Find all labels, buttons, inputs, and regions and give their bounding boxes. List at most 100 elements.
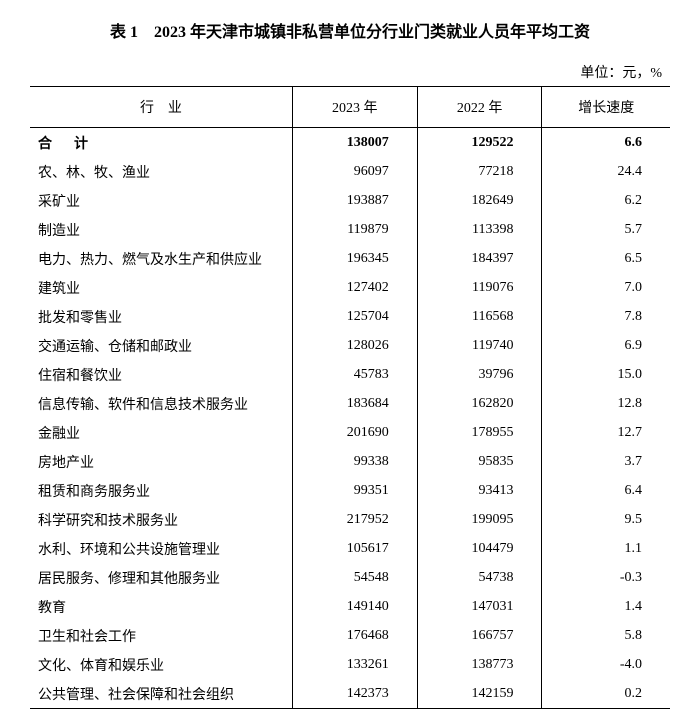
value-2023-cell: 127402: [292, 273, 417, 302]
industry-cell: 金融业: [30, 418, 292, 447]
industry-cell: 采矿业: [30, 186, 292, 215]
table-row: 卫生和社会工作1764681667575.8: [30, 621, 670, 650]
total-row: 合 计1380071295226.6: [30, 128, 670, 158]
col-header-growth: 增长速度: [542, 87, 670, 128]
wage-table: 行 业 2023 年 2022 年 增长速度 合 计1380071295226.…: [30, 86, 670, 709]
growth-cell: 6.4: [542, 476, 670, 505]
value-2022-cell: 93413: [417, 476, 542, 505]
value-2022-cell: 129522: [417, 128, 542, 158]
value-2023-cell: 183684: [292, 389, 417, 418]
value-2022-cell: 77218: [417, 157, 542, 186]
table-row: 教育1491401470311.4: [30, 592, 670, 621]
value-2022-cell: 162820: [417, 389, 542, 418]
table-row: 批发和零售业1257041165687.8: [30, 302, 670, 331]
growth-cell: 5.8: [542, 621, 670, 650]
value-2022-cell: 116568: [417, 302, 542, 331]
table-row: 公共管理、社会保障和社会组织1423731421590.2: [30, 679, 670, 709]
value-2022-cell: 184397: [417, 244, 542, 273]
industry-cell: 教育: [30, 592, 292, 621]
value-2022-cell: 113398: [417, 215, 542, 244]
table-row: 科学研究和技术服务业2179521990959.5: [30, 505, 670, 534]
growth-cell: -4.0: [542, 650, 670, 679]
header-row: 行 业 2023 年 2022 年 增长速度: [30, 87, 670, 128]
value-2023-cell: 45783: [292, 360, 417, 389]
industry-cell: 租赁和商务服务业: [30, 476, 292, 505]
table-row: 制造业1198791133985.7: [30, 215, 670, 244]
industry-cell: 卫生和社会工作: [30, 621, 292, 650]
value-2023-cell: 119879: [292, 215, 417, 244]
unit-label: 单位：元，%: [30, 62, 670, 82]
industry-cell: 居民服务、修理和其他服务业: [30, 563, 292, 592]
industry-cell: 科学研究和技术服务业: [30, 505, 292, 534]
growth-cell: 1.4: [542, 592, 670, 621]
industry-cell: 信息传输、软件和信息技术服务业: [30, 389, 292, 418]
value-2022-cell: 39796: [417, 360, 542, 389]
table-row: 文化、体育和娱乐业133261138773-4.0: [30, 650, 670, 679]
table-row: 房地产业99338958353.7: [30, 447, 670, 476]
growth-cell: 6.5: [542, 244, 670, 273]
value-2023-cell: 217952: [292, 505, 417, 534]
value-2022-cell: 104479: [417, 534, 542, 563]
table-row: 电力、热力、燃气及水生产和供应业1963451843976.5: [30, 244, 670, 273]
value-2023-cell: 99338: [292, 447, 417, 476]
value-2022-cell: 199095: [417, 505, 542, 534]
growth-cell: 6.6: [542, 128, 670, 158]
growth-cell: 3.7: [542, 447, 670, 476]
col-header-2023: 2023 年: [292, 87, 417, 128]
growth-cell: 6.9: [542, 331, 670, 360]
industry-cell: 交通运输、仓储和邮政业: [30, 331, 292, 360]
growth-cell: 7.8: [542, 302, 670, 331]
value-2023-cell: 149140: [292, 592, 417, 621]
table-row: 建筑业1274021190767.0: [30, 273, 670, 302]
industry-cell: 文化、体育和娱乐业: [30, 650, 292, 679]
growth-cell: 1.1: [542, 534, 670, 563]
value-2022-cell: 95835: [417, 447, 542, 476]
value-2022-cell: 166757: [417, 621, 542, 650]
value-2022-cell: 119076: [417, 273, 542, 302]
value-2022-cell: 54738: [417, 563, 542, 592]
col-header-industry: 行 业: [30, 87, 292, 128]
growth-cell: 0.2: [542, 679, 670, 709]
growth-cell: 7.0: [542, 273, 670, 302]
growth-cell: 12.7: [542, 418, 670, 447]
growth-cell: 15.0: [542, 360, 670, 389]
value-2023-cell: 99351: [292, 476, 417, 505]
value-2022-cell: 142159: [417, 679, 542, 709]
value-2023-cell: 54548: [292, 563, 417, 592]
industry-cell: 制造业: [30, 215, 292, 244]
table-row: 租赁和商务服务业99351934136.4: [30, 476, 670, 505]
growth-cell: 5.7: [542, 215, 670, 244]
growth-cell: 24.4: [542, 157, 670, 186]
value-2023-cell: 133261: [292, 650, 417, 679]
table-row: 水利、环境和公共设施管理业1056171044791.1: [30, 534, 670, 563]
table-body: 合 计1380071295226.6农、林、牧、渔业960977721824.4…: [30, 128, 670, 709]
value-2022-cell: 178955: [417, 418, 542, 447]
value-2022-cell: 147031: [417, 592, 542, 621]
table-row: 交通运输、仓储和邮政业1280261197406.9: [30, 331, 670, 360]
table-row: 金融业20169017895512.7: [30, 418, 670, 447]
industry-cell: 农、林、牧、渔业: [30, 157, 292, 186]
table-row: 采矿业1938871826496.2: [30, 186, 670, 215]
value-2022-cell: 138773: [417, 650, 542, 679]
table-row: 信息传输、软件和信息技术服务业18368416282012.8: [30, 389, 670, 418]
value-2023-cell: 193887: [292, 186, 417, 215]
value-2022-cell: 119740: [417, 331, 542, 360]
table-row: 住宿和餐饮业457833979615.0: [30, 360, 670, 389]
value-2022-cell: 182649: [417, 186, 542, 215]
growth-cell: -0.3: [542, 563, 670, 592]
industry-cell: 合 计: [30, 128, 292, 158]
value-2023-cell: 176468: [292, 621, 417, 650]
value-2023-cell: 105617: [292, 534, 417, 563]
industry-cell: 批发和零售业: [30, 302, 292, 331]
table-row: 居民服务、修理和其他服务业5454854738-0.3: [30, 563, 670, 592]
value-2023-cell: 96097: [292, 157, 417, 186]
growth-cell: 6.2: [542, 186, 670, 215]
industry-cell: 住宿和餐饮业: [30, 360, 292, 389]
industry-cell: 水利、环境和公共设施管理业: [30, 534, 292, 563]
value-2023-cell: 201690: [292, 418, 417, 447]
table-row: 农、林、牧、渔业960977721824.4: [30, 157, 670, 186]
industry-cell: 公共管理、社会保障和社会组织: [30, 679, 292, 709]
industry-cell: 电力、热力、燃气及水生产和供应业: [30, 244, 292, 273]
col-header-2022: 2022 年: [417, 87, 542, 128]
value-2023-cell: 125704: [292, 302, 417, 331]
